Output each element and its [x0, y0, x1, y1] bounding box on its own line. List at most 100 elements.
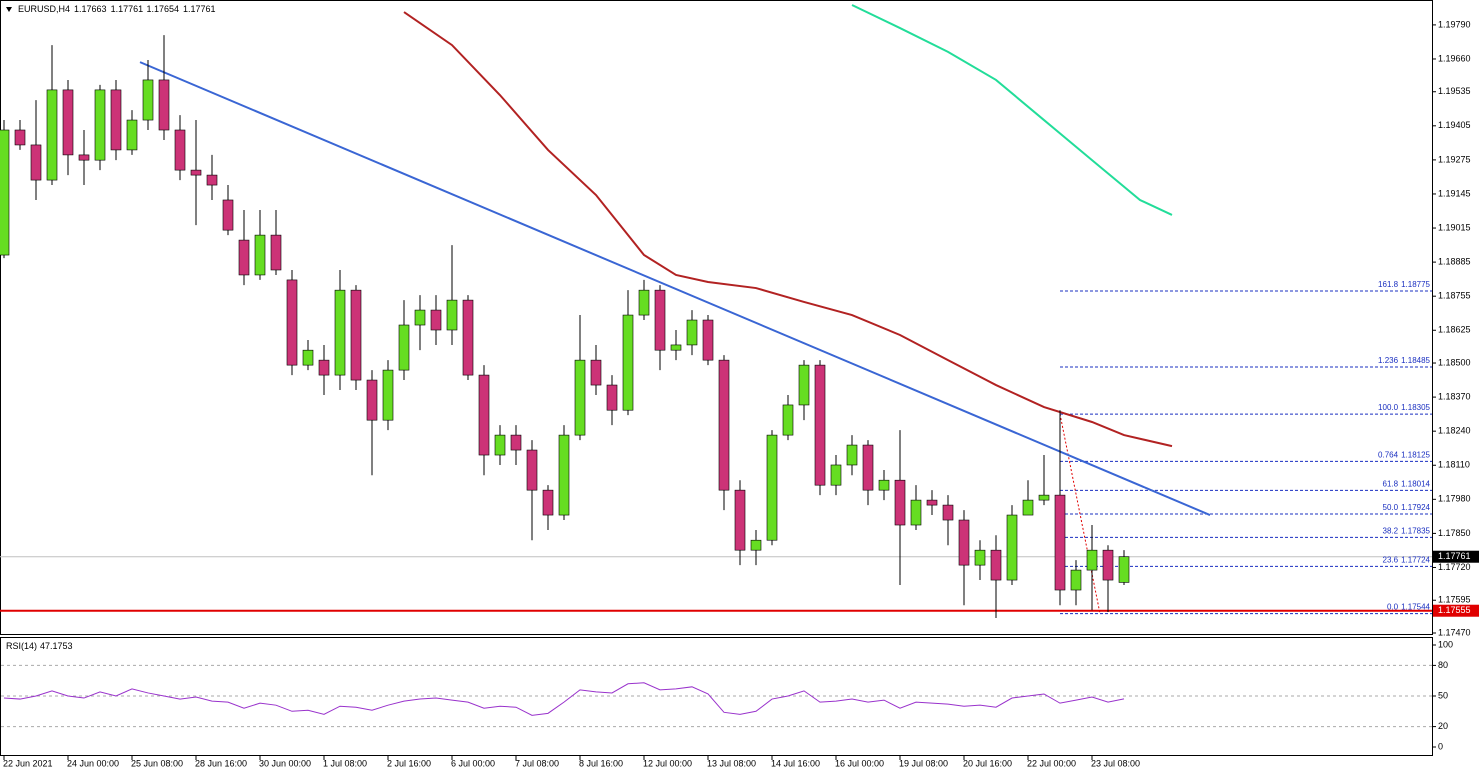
y-tick-label: 0: [1438, 741, 1443, 751]
candle-body: [334, 289, 346, 376]
fib-connector: [1059, 414, 1101, 614]
header-value: 1.17654: [146, 4, 179, 14]
candle-body: [1102, 549, 1114, 581]
support-price-box: [1433, 604, 1479, 617]
candle-body: [926, 499, 938, 506]
x-tick-label: 19 Jul 08:00: [899, 758, 948, 768]
candle-body: [14, 129, 26, 146]
candle-body: [766, 434, 778, 541]
fib-label: 100.0 1.18305: [1378, 403, 1431, 412]
candle-body: [814, 364, 826, 486]
candle-body: [94, 89, 106, 161]
x-tick-label: 14 Jul 16:00: [771, 758, 820, 768]
x-tick-label: 22 Jul 00:00: [1027, 758, 1076, 768]
candle-body: [462, 299, 474, 376]
y-tick-label: 1.18625: [1438, 325, 1471, 335]
fib-label: 0.0 1.17544: [1387, 603, 1431, 612]
candle-body: [1070, 569, 1082, 591]
candle-body: [542, 489, 554, 516]
fib-price: 1.18485: [1401, 356, 1430, 365]
candle-body: [750, 539, 762, 551]
candle-body: [510, 434, 522, 451]
y-tick-label: 1.19405: [1438, 120, 1471, 130]
rsi-line: [3, 682, 1125, 716]
candle-body: [46, 89, 58, 181]
candle-body: [686, 319, 698, 346]
candle-body: [62, 89, 74, 156]
fib-label: 38.2 1.17835: [1383, 526, 1431, 535]
x-tick-label: 24 Jun 00:00: [67, 758, 119, 768]
fib-ratio: 0.0: [1387, 603, 1399, 612]
candle-body: [910, 499, 922, 526]
candle-body: [286, 279, 298, 366]
fib-price: 1.18775: [1401, 280, 1430, 289]
candle-body: [526, 449, 538, 491]
candle-body: [606, 384, 618, 411]
fib-price: 1.17835: [1401, 526, 1430, 535]
candle-body: [1118, 556, 1130, 583]
candle-body: [0, 129, 10, 256]
menu-arrow[interactable]: [6, 7, 12, 12]
candle-body: [414, 309, 426, 326]
candle-body: [718, 359, 730, 491]
header-value: 1.17761: [111, 4, 144, 14]
y-tick-label: 1.19660: [1438, 53, 1471, 63]
current-price-label: 1.17761: [1438, 551, 1471, 561]
y-tick-label: 1.17850: [1438, 528, 1471, 538]
fib-label: 23.6 1.17724: [1383, 556, 1431, 565]
fib-ratio: 50.0: [1383, 503, 1399, 512]
chart-header: EURUSD,H4 1.17663 1.17761 1.17654 1.17761: [18, 4, 216, 14]
current-price-box: [1433, 550, 1479, 563]
fib-label: 50.0 1.17924: [1383, 503, 1431, 512]
x-tick-label: 23 Jul 08:00: [1091, 758, 1140, 768]
y-tick-label: 1.17980: [1438, 494, 1471, 504]
y-tick-label: 1.18110: [1438, 460, 1470, 470]
y-tick-label: 80: [1438, 660, 1448, 670]
x-tick-label: 6 Jul 00:00: [451, 758, 495, 768]
candle-body: [1086, 549, 1098, 571]
fib-label: 61.8 1.18014: [1383, 480, 1431, 489]
fib-price: 1.17724: [1401, 556, 1430, 565]
y-tick-label: 1.18755: [1438, 291, 1471, 301]
y-tick-label: 1.17720: [1438, 562, 1471, 572]
fib-ratio: 1.236: [1378, 356, 1399, 365]
candle-body: [382, 369, 394, 421]
candle-body: [558, 434, 570, 516]
support-price-label: 1.17555: [1438, 605, 1471, 615]
candle-body: [478, 374, 490, 456]
candle-body: [494, 434, 506, 456]
fib-ratio: 38.2: [1383, 526, 1399, 535]
fib-price: 1.17544: [1401, 603, 1430, 612]
x-tick-label: 30 Jun 00:00: [259, 758, 311, 768]
candle-body: [158, 79, 170, 131]
x-tick-label: 13 Jul 08:00: [707, 758, 756, 768]
main-frame: [0, 0, 1433, 635]
candle-body: [430, 309, 442, 331]
candle-body: [862, 444, 874, 491]
candle-body: [702, 319, 714, 361]
candle-body: [174, 129, 186, 171]
header-value: 1.17663: [74, 4, 107, 14]
fib-ratio: 23.6: [1383, 556, 1399, 565]
x-tick-label: 1 Jul 08:00: [323, 758, 367, 768]
x-tick-label: 8 Jul 16:00: [579, 758, 623, 768]
candle-body: [206, 174, 218, 186]
candle-body: [958, 519, 970, 566]
y-tick-label: 100: [1438, 639, 1453, 649]
fib-price: 1.17924: [1401, 503, 1430, 512]
candle-body: [190, 169, 202, 176]
candle-body: [222, 199, 234, 231]
candle-body: [830, 464, 842, 486]
candle-body: [1022, 499, 1034, 516]
candle-body: [238, 239, 250, 276]
fib-price: 1.18014: [1401, 480, 1430, 489]
y-tick-label: 1.18500: [1438, 357, 1471, 367]
x-tick-label: 28 Jun 16:00: [195, 758, 247, 768]
y-tick-label: 50: [1438, 690, 1448, 700]
candle-body: [878, 479, 890, 491]
rsi-value: 47.1753: [40, 641, 73, 651]
fib-label: 1.236 1.18485: [1378, 356, 1431, 365]
overlay-line: [851, 4, 1173, 216]
